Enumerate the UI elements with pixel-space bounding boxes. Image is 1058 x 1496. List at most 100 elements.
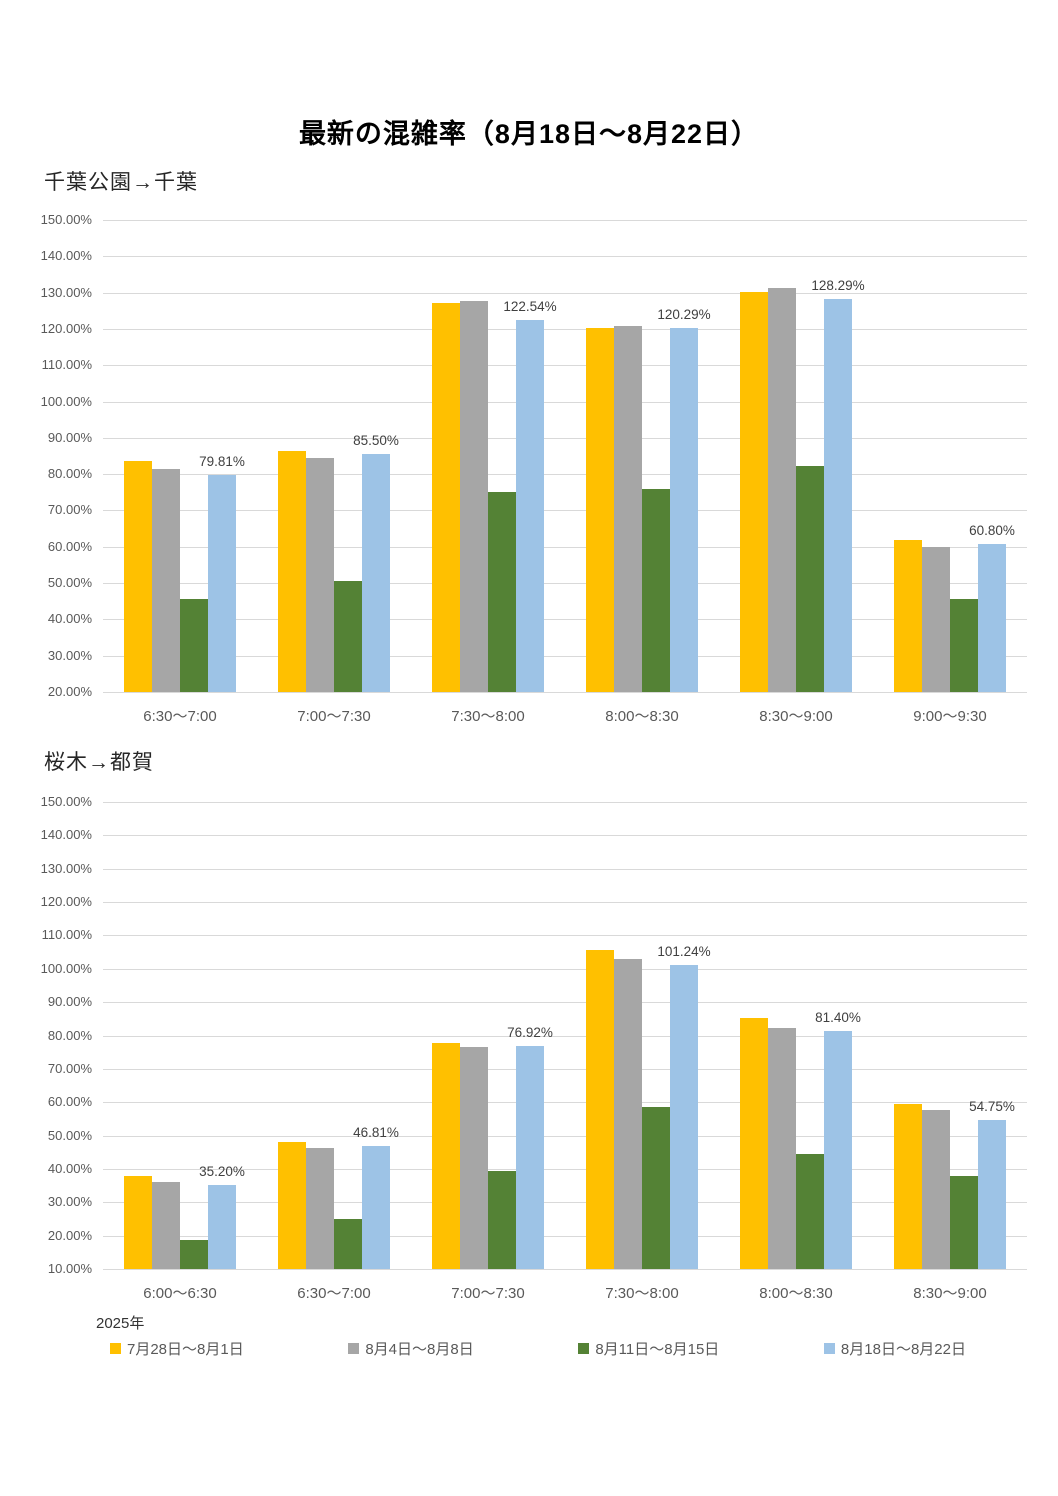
gridline: [103, 968, 1027, 970]
bar-series-0: [278, 450, 306, 692]
bar-series-3: [208, 474, 236, 692]
gridline: [103, 1135, 1027, 1137]
x-axis-category-label: 7:30～8:00: [605, 1285, 679, 1302]
bar-series-0: [432, 1042, 460, 1269]
y-axis-tick-label: 130.00%: [40, 284, 92, 300]
y-axis-tick-label: 40.00%: [47, 611, 92, 627]
gridline: [103, 1035, 1027, 1037]
bar-series-0: [432, 302, 460, 692]
bar-series-2: [642, 489, 670, 692]
x-axis-category-label: 7:00～7:30: [451, 1285, 525, 1302]
bar-series-0: [278, 1141, 306, 1269]
y-axis-tick-label: 50.00%: [47, 575, 92, 591]
gridline: [103, 220, 1027, 221]
y-axis-tick-label: 120.00%: [40, 320, 92, 336]
data-label: 76.92%: [507, 1024, 553, 1040]
gridline: [103, 692, 1027, 693]
gridline: [103, 1002, 1027, 1004]
bar-series-3: [362, 454, 390, 692]
bar-series-3: [516, 319, 544, 692]
bar-series-0: [586, 949, 614, 1269]
bar-series-1: [768, 1027, 796, 1269]
y-axis-tick-label: 80.00%: [47, 466, 92, 482]
y-axis-tick-label: 110.00%: [41, 927, 92, 943]
gridline: [103, 902, 1027, 904]
bar-series-2: [334, 1219, 362, 1269]
bar-series-1: [460, 301, 488, 692]
gridline: [103, 401, 1027, 403]
x-axis-category-label: 7:30～8:00: [451, 708, 525, 725]
page-title: 最新の混雑率（8月18日～8月22日）: [298, 119, 760, 149]
y-axis-tick-label: 30.00%: [47, 647, 92, 663]
bar-series-3: [670, 327, 698, 692]
y-axis-tick-label: 100.00%: [40, 960, 92, 976]
y-axis-tick-label: 10.00%: [47, 1261, 92, 1276]
gridline: [103, 1102, 1027, 1104]
bar-series-1: [152, 1181, 180, 1269]
bar-series-2: [488, 491, 516, 692]
x-axis-category-label: 6:30～7:00: [143, 708, 217, 725]
gridline: [103, 655, 1027, 657]
chart1-plot-area: 150.00% 140.00% 130.00% 120.00% 110.00% 100.0…: [41, 212, 1027, 725]
data-label: 60.80%: [969, 522, 1015, 538]
data-label: 128.29%: [811, 277, 865, 293]
gridline: [103, 437, 1027, 439]
bar-series-3: [978, 543, 1006, 692]
legend-item-label: 8月4日～8月8日: [365, 1341, 474, 1358]
gridline: [103, 546, 1027, 548]
bar-series-0: [894, 539, 922, 692]
y-axis-tick-label: 20.00%: [47, 1227, 92, 1243]
legend-item: 8月18日～8月22日: [823, 1338, 966, 1359]
y-axis-tick-label: 120.00%: [40, 894, 92, 910]
gridline: [103, 510, 1027, 512]
bar-series-3: [824, 298, 852, 692]
gridline: [103, 619, 1027, 621]
data-label: 85.50%: [353, 433, 399, 449]
x-axis-category-label: 6:00～6:30: [143, 1285, 217, 1302]
bar-series-1: [460, 1047, 488, 1269]
data-label: 81.40%: [815, 1009, 861, 1025]
bar-series-3: [670, 964, 698, 1269]
legend: 7月28日～8月1日 8月4日～8月8日 8月11日～8月15日 8月18日～8…: [110, 1338, 966, 1359]
bar-series-2: [950, 599, 978, 692]
bar-series-3: [516, 1045, 544, 1269]
legend-item-label: 8月11日～8月15日: [595, 1341, 720, 1358]
gridline: [103, 365, 1027, 367]
chart2-plot-area: 150.00% 140.00% 130.00% 120.00% 110.00% 100.0…: [41, 794, 1027, 1302]
x-axis-category-label: 6:30～7:00: [297, 1285, 371, 1302]
legend-item: 8月11日～8月15日: [578, 1338, 719, 1359]
bar-series-1: [922, 547, 950, 692]
y-axis-tick-label: 150.00%: [40, 794, 92, 809]
bar-series-1: [614, 959, 642, 1269]
y-axis-tick-label: 130.00%: [40, 860, 92, 876]
bar-series-1: [922, 1109, 950, 1269]
legend-swatch-icon: [348, 1343, 360, 1354]
gridline: [103, 1235, 1027, 1237]
bar-series-1: [152, 468, 180, 692]
legend-item: 8月4日～8月8日: [348, 1338, 474, 1359]
y-axis-tick-label: 50.00%: [47, 1127, 92, 1143]
bar-series-2: [796, 1154, 824, 1269]
data-label: 101.24%: [657, 943, 711, 959]
y-axis-tick-label: 40.00%: [47, 1160, 92, 1176]
x-axis-category-label: 8:00～8:30: [605, 708, 679, 725]
data-label: 79.81%: [199, 453, 245, 469]
x-axis-category-label: 8:00～8:30: [759, 1285, 833, 1302]
y-axis-tick-label: 70.00%: [47, 502, 92, 518]
y-axis-tick-label: 140.00%: [40, 248, 92, 264]
bar-series-1: [306, 458, 334, 692]
y-axis-tick-label: 20.00%: [47, 684, 92, 699]
gridline: [103, 1202, 1027, 1204]
bar-series-0: [740, 291, 768, 692]
bar-series-0: [586, 327, 614, 692]
y-axis-tick-label: 30.00%: [47, 1194, 92, 1210]
legend-swatch-icon: [110, 1343, 121, 1354]
x-axis-category-label: 8:30～9:00: [759, 708, 833, 725]
legend-item-label: 8月18日～8月22日: [840, 1341, 966, 1358]
gridline: [103, 935, 1027, 937]
y-axis-tick-label: 110.00%: [41, 357, 92, 373]
chart1-title: 千葉公園→千葉: [44, 171, 198, 194]
data-label: 35.20%: [199, 1163, 245, 1179]
bar-series-1: [306, 1148, 334, 1269]
x-axis-category-label: 9:00～9:30: [913, 708, 987, 725]
